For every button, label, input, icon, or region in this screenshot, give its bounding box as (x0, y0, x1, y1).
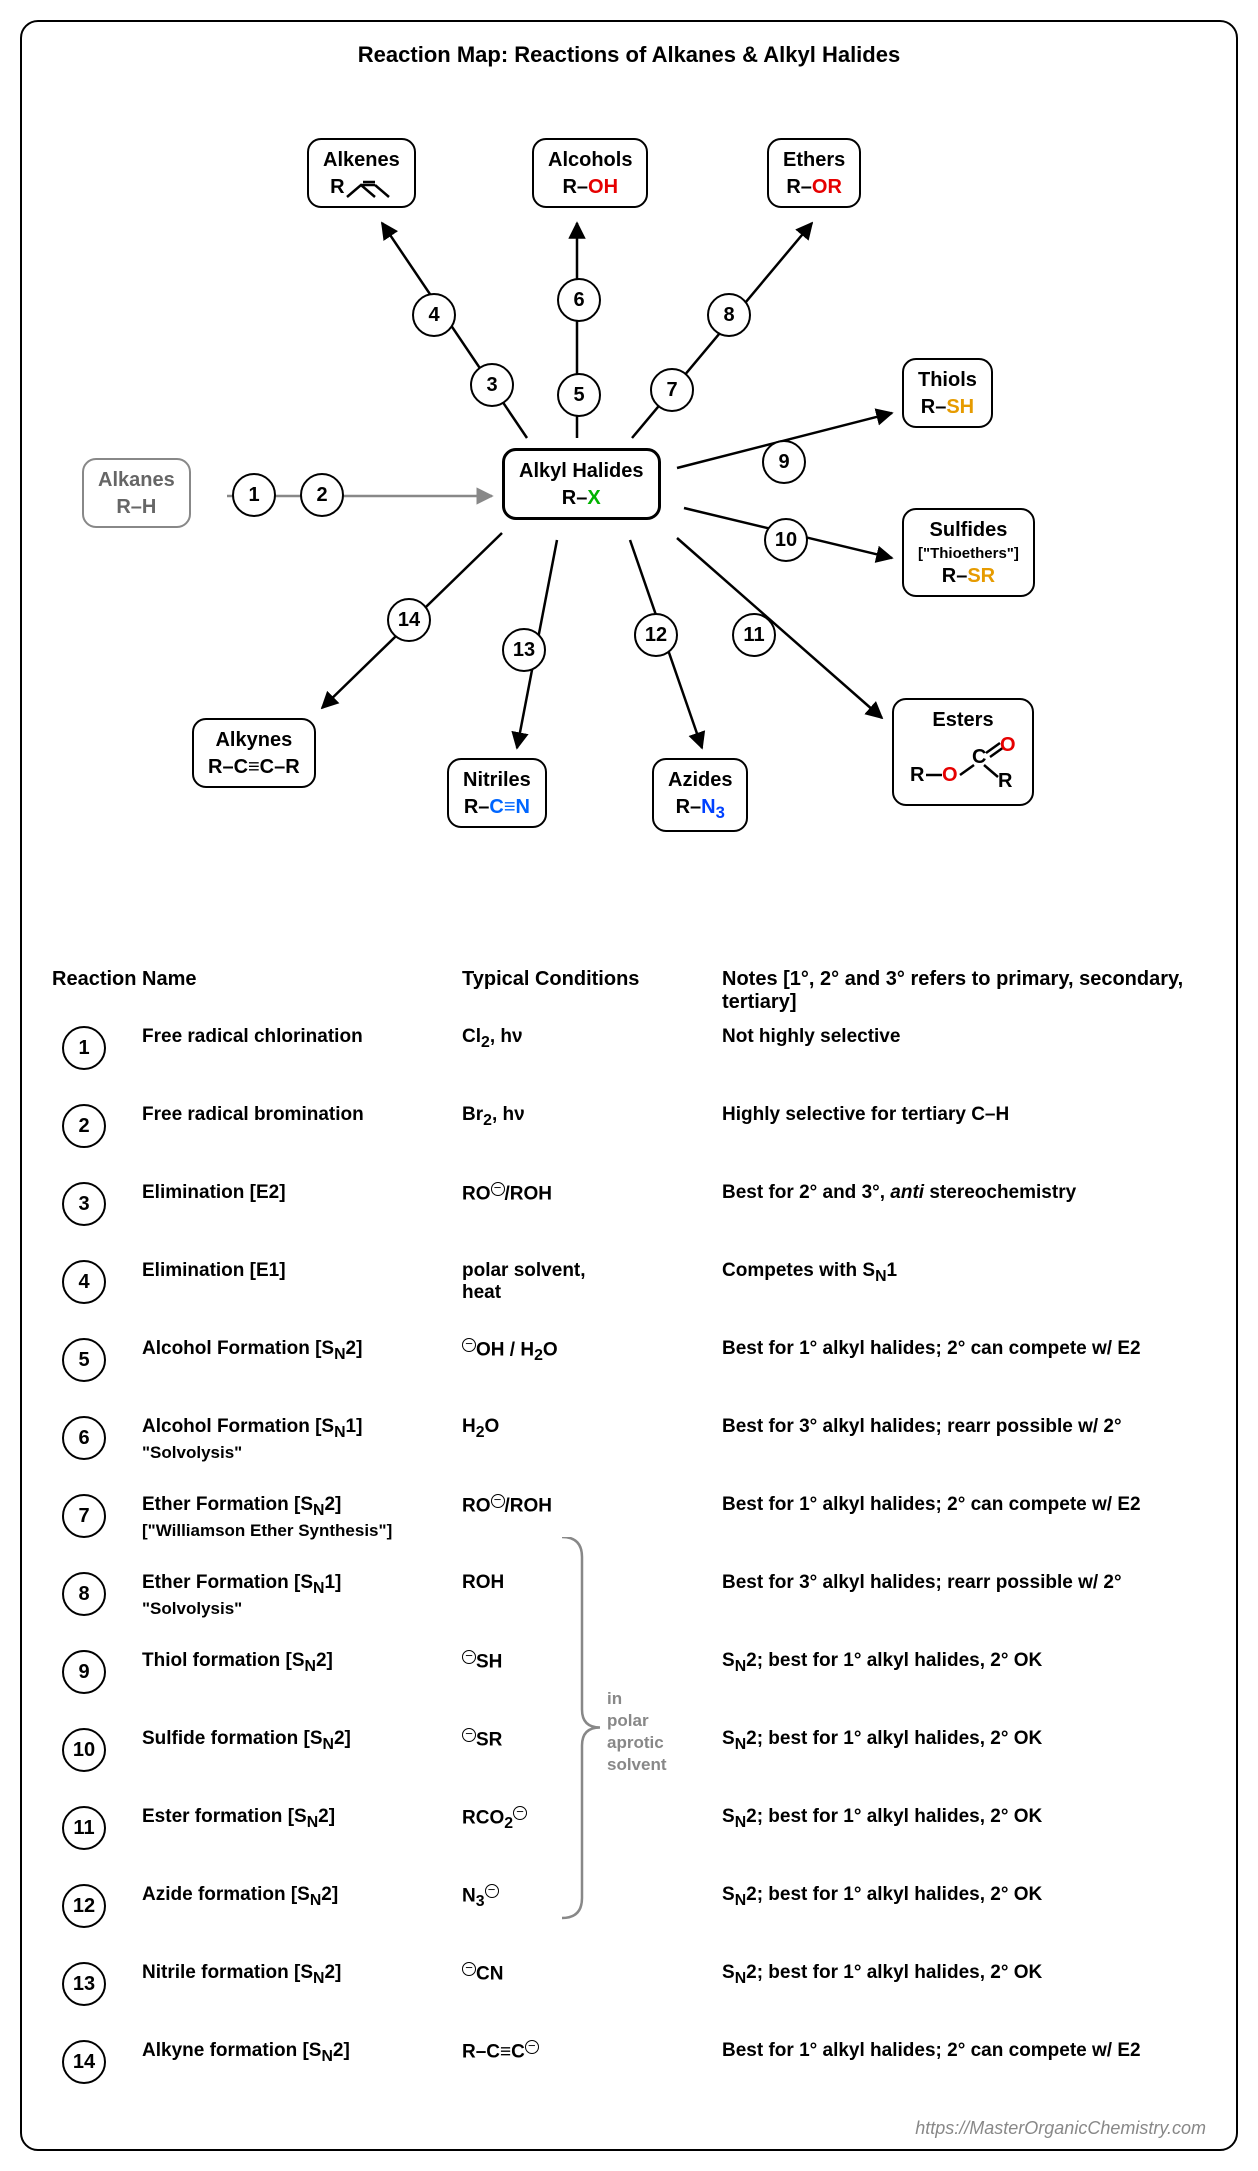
row-circle: 6 (62, 1416, 106, 1460)
row-circle: 10 (62, 1728, 106, 1772)
hdr-notes: Notes [1°, 2° and 3° refers to primary, … (722, 968, 1206, 1014)
table-row: 14 Alkyne formation [SN2] R–C≡C Best for… (52, 2040, 1206, 2106)
svg-text:R: R (998, 770, 1013, 791)
row-note: Highly selective for tertiary C–H (722, 1104, 1206, 1126)
row-circle: 7 (62, 1494, 106, 1538)
node-azides: AzidesR–N3 (652, 758, 748, 832)
row-circle: 2 (62, 1104, 106, 1148)
map-circle-10: 10 (764, 518, 808, 562)
row-note: Not highly selective (722, 1026, 1206, 1048)
row-name: Alcohol Formation [SN1]"Solvolysis" (142, 1416, 462, 1464)
map-circle-8: 8 (707, 293, 751, 337)
row-conditions: RO/ROH (462, 1182, 722, 1205)
row-note: Best for 1° alkyl halides; 2° can compet… (722, 1338, 1206, 1360)
row-note: Best for 2° and 3°, anti stereochemistry (722, 1182, 1206, 1204)
row-name: Thiol formation [SN2] (142, 1650, 462, 1676)
row-conditions: CN (462, 1962, 722, 1985)
table-row: 4 Elimination [E1] polar solvent,heat Co… (52, 1260, 1206, 1326)
row-name: Ether Formation [SN1]"Solvolysis" (142, 1572, 462, 1620)
node-sulfides: Sulfides["Thioethers"]R–SR (902, 508, 1035, 597)
node-esters: Esters R O C O R (892, 698, 1034, 806)
row-conditions: Cl2, hν (462, 1026, 722, 1052)
node-alcohols: AlcoholsR–OH (532, 138, 648, 208)
footer-link: https://MasterOrganicChemistry.com (52, 2118, 1206, 2139)
row-name: Alkyne formation [SN2] (142, 2040, 462, 2066)
row-name: Alcohol Formation [SN2] (142, 1338, 462, 1364)
hdr-name: Name (142, 968, 462, 991)
svg-text:O: O (1000, 735, 1016, 756)
row-name: Sulfide formation [SN2] (142, 1728, 462, 1754)
hdr-reaction: Reaction (52, 968, 142, 991)
svg-text:O: O (942, 764, 958, 786)
map-circle-6: 6 (557, 278, 601, 322)
hdr-conditions: Typical Conditions (462, 968, 722, 991)
row-name: Elimination [E2] (142, 1182, 462, 1204)
map-circle-7: 7 (650, 368, 694, 412)
row-note: Best for 1° alkyl halides; 2° can compet… (722, 2040, 1206, 2062)
row-note: Best for 3° alkyl halides; rearr possibl… (722, 1416, 1206, 1438)
row-circle: 9 (62, 1650, 106, 1694)
row-name: Ether Formation [SN2]["Williamson Ether … (142, 1494, 462, 1542)
row-circle: 8 (62, 1572, 106, 1616)
row-note: SN2; best for 1° alkyl halides, 2° OK (722, 1884, 1206, 1910)
row-note: SN2; best for 1° alkyl halides, 2° OK (722, 1728, 1206, 1754)
row-circle: 13 (62, 1962, 106, 2006)
map-circle-2: 2 (300, 473, 344, 517)
map-circle-12: 12 (634, 613, 678, 657)
table-row: 13 Nitrile formation [SN2] CN SN2; best … (52, 1962, 1206, 2028)
table-row: 2 Free radical bromination Br2, hν Highl… (52, 1104, 1206, 1170)
map-circle-9: 9 (762, 440, 806, 484)
reaction-table: Reaction Name Typical Conditions Notes [… (52, 968, 1206, 2106)
node-center: Alkyl HalidesR–X (502, 448, 661, 520)
map-circle-3: 3 (470, 363, 514, 407)
row-circle: 4 (62, 1260, 106, 1304)
node-alkanes: AlkanesR–H (82, 458, 191, 528)
node-alkenes: AlkenesR (307, 138, 416, 208)
map-circle-4: 4 (412, 293, 456, 337)
row-conditions: H2O (462, 1416, 722, 1442)
map-circle-1: 1 (232, 473, 276, 517)
svg-text:R: R (910, 764, 925, 786)
row-circle: 5 (62, 1338, 106, 1382)
map-circle-14: 14 (387, 598, 431, 642)
polar-aprotic-note: inpolaraproticsolvent (607, 1688, 667, 1776)
row-circle: 11 (62, 1806, 106, 1850)
node-nitriles: NitrilesR–C≡N (447, 758, 547, 828)
table-row: 1 Free radical chlorination Cl2, hν Not … (52, 1026, 1206, 1092)
row-conditions: Br2, hν (462, 1104, 722, 1130)
node-alkynes: AlkynesR–C≡C–R (192, 718, 316, 788)
row-note: Best for 3° alkyl halides; rearr possibl… (722, 1572, 1206, 1594)
row-note: Competes with SN1 (722, 1260, 1206, 1286)
table-header: Reaction Name Typical Conditions Notes [… (52, 968, 1206, 1014)
row-name: Free radical bromination (142, 1104, 462, 1126)
map-circle-5: 5 (557, 373, 601, 417)
row-conditions: RO/ROH (462, 1494, 722, 1517)
row-name: Free radical chlorination (142, 1026, 462, 1048)
table-row: 6 Alcohol Formation [SN1]"Solvolysis" H2… (52, 1416, 1206, 1482)
reaction-map: AlkanesR–H Alkyl HalidesR–X AlkenesR Alcoh… (52, 78, 1206, 958)
row-circle: 12 (62, 1884, 106, 1928)
row-name: Elimination [E1] (142, 1260, 462, 1282)
table-row: 3 Elimination [E2] RO/ROH Best for 2° an… (52, 1182, 1206, 1248)
row-circle: 1 (62, 1026, 106, 1070)
row-conditions: OH / H2O (462, 1338, 722, 1365)
row-note: SN2; best for 1° alkyl halides, 2° OK (722, 1962, 1206, 1988)
row-circle: 14 (62, 2040, 106, 2084)
row-circle: 3 (62, 1182, 106, 1226)
row-note: SN2; best for 1° alkyl halides, 2° OK (722, 1650, 1206, 1676)
map-circle-11: 11 (732, 613, 776, 657)
node-thiols: ThiolsR–SH (902, 358, 993, 428)
row-note: SN2; best for 1° alkyl halides, 2° OK (722, 1806, 1206, 1832)
node-ethers: EthersR–OR (767, 138, 861, 208)
row-name: Ester formation [SN2] (142, 1806, 462, 1832)
page-title: Reaction Map: Reactions of Alkanes & Alk… (52, 42, 1206, 68)
row-name: Azide formation [SN2] (142, 1884, 462, 1910)
row-note: Best for 1° alkyl halides; 2° can compet… (722, 1494, 1206, 1516)
row-name: Nitrile formation [SN2] (142, 1962, 462, 1988)
table-row: 5 Alcohol Formation [SN2] OH / H2O Best … (52, 1338, 1206, 1404)
row-conditions: R–C≡C (462, 2040, 722, 2063)
map-circle-13: 13 (502, 628, 546, 672)
row-conditions: polar solvent,heat (462, 1260, 722, 1304)
